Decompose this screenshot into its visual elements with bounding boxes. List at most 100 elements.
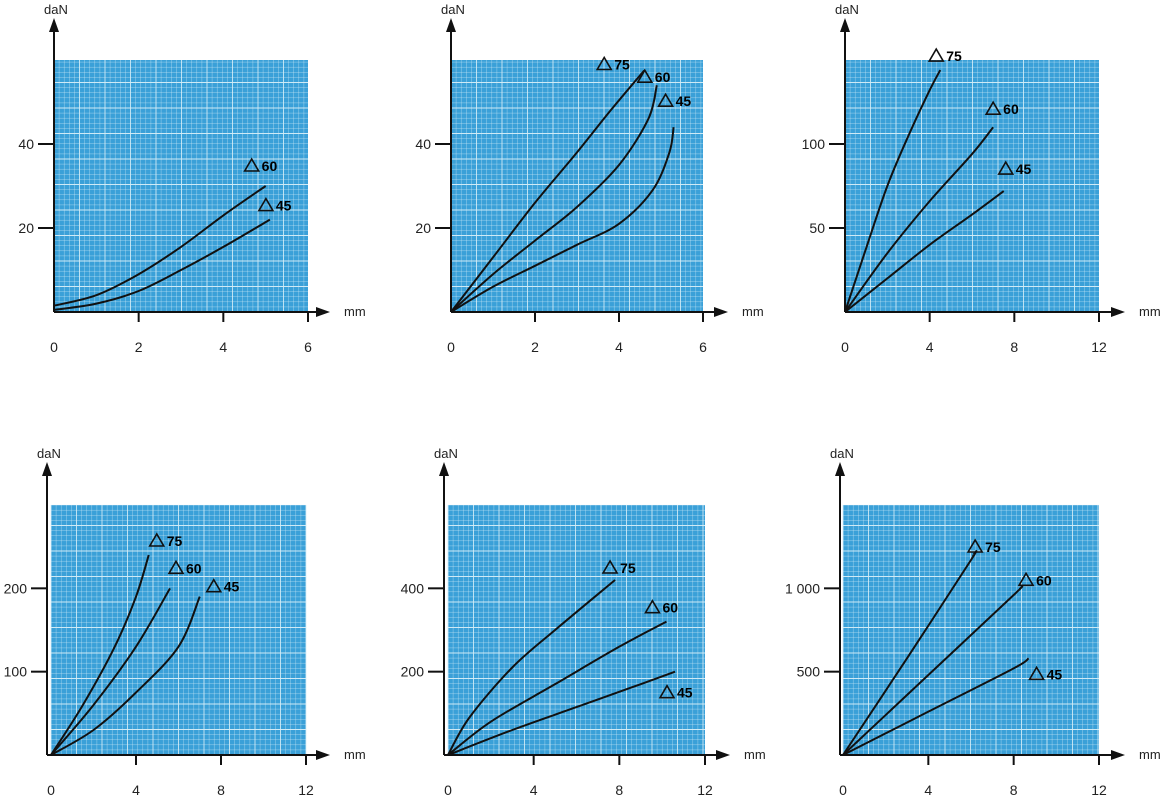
x-tick-label: 2 xyxy=(135,339,143,355)
x-axis-unit: mm xyxy=(744,747,766,762)
y-axis-unit: daN xyxy=(44,2,68,17)
series-label-60: 60 xyxy=(662,600,678,616)
series-curve-75 xyxy=(50,554,150,756)
plot-area xyxy=(843,505,1099,755)
y-tick-label: 200 xyxy=(4,580,28,596)
y-tick-label: 100 xyxy=(802,136,826,152)
y-axis-unit: daN xyxy=(434,446,458,461)
chart-6: daN mm 0 4 8 12 500 1 000 75 60 45 xyxy=(785,446,1161,798)
angle-triangle-icon xyxy=(1028,665,1045,681)
x-axis-unit: mm xyxy=(742,304,764,319)
series-label-45: 45 xyxy=(1016,161,1032,177)
angle-triangle-icon xyxy=(601,559,619,574)
series-curve-45 xyxy=(842,657,1030,756)
series-label-60: 60 xyxy=(1036,572,1052,588)
grid-lines xyxy=(844,60,1099,313)
series-curve-60 xyxy=(53,185,267,307)
series-curve-75 xyxy=(450,69,645,313)
x-tick-label: 0 xyxy=(444,782,452,798)
series-curve-60 xyxy=(447,620,667,756)
x-tick-label: 0 xyxy=(47,782,55,798)
x-tick-label: 12 xyxy=(1091,782,1107,798)
grid-lines xyxy=(53,60,308,313)
y-axis-arrow xyxy=(835,462,845,476)
x-axis-arrow xyxy=(316,307,330,317)
angle-triangle-icon xyxy=(243,157,261,172)
chart-2: daN mm 0 2 4 6 20 40 75 60 45 xyxy=(415,2,763,355)
series-label-75: 75 xyxy=(985,539,1001,555)
x-tick-label: 12 xyxy=(1091,339,1107,355)
grid-lines xyxy=(50,504,307,756)
x-tick-label: 6 xyxy=(699,339,707,355)
angle-triangle-icon xyxy=(997,160,1015,175)
y-tick-label: 1 000 xyxy=(785,580,820,596)
x-tick-label: 0 xyxy=(841,339,849,355)
plot-area xyxy=(448,505,705,755)
y-axis-arrow xyxy=(840,18,850,32)
angle-triangle-icon xyxy=(658,684,676,699)
grid-lines xyxy=(447,504,705,756)
x-axis-arrow xyxy=(714,307,728,317)
x-tick-label: 12 xyxy=(697,782,713,798)
x-axis-unit: mm xyxy=(344,304,366,319)
angle-triangle-icon xyxy=(657,92,674,107)
angle-triangle-icon xyxy=(966,538,984,553)
series-label-45: 45 xyxy=(677,685,693,701)
y-tick-label: 20 xyxy=(415,220,431,236)
series-curve-60 xyxy=(842,585,1024,756)
y-tick-label: 50 xyxy=(809,220,825,236)
x-tick-label: 12 xyxy=(298,782,314,798)
y-tick-label: 20 xyxy=(18,220,34,236)
series-curve-60 xyxy=(50,587,171,756)
angle-triangle-icon xyxy=(636,68,654,83)
x-tick-label: 8 xyxy=(615,782,623,798)
x-tick-label: 4 xyxy=(926,339,934,355)
y-tick-label: 100 xyxy=(4,664,28,680)
series-curve-45 xyxy=(844,190,1005,313)
grid-lines xyxy=(450,60,703,313)
y-axis-arrow xyxy=(49,18,59,32)
series-label-45: 45 xyxy=(224,579,240,595)
x-tick-label: 4 xyxy=(219,339,227,355)
x-axis-arrow xyxy=(1111,750,1125,760)
y-axis-unit: daN xyxy=(441,2,465,17)
chart-3: daN mm 0 4 8 12 50 100 75 60 45 xyxy=(802,2,1161,355)
angle-triangle-icon xyxy=(595,55,613,71)
series-label-45: 45 xyxy=(676,93,692,109)
x-axis-arrow xyxy=(316,750,330,760)
x-tick-label: 8 xyxy=(1010,782,1018,798)
angle-triangle-icon xyxy=(205,578,223,593)
x-axis-arrow xyxy=(1111,307,1125,317)
y-axis-unit: daN xyxy=(830,446,854,461)
series-label-45: 45 xyxy=(276,198,292,214)
x-tick-label: 6 xyxy=(304,339,312,355)
angle-triangle-icon xyxy=(167,559,185,575)
x-axis-arrow xyxy=(716,750,730,760)
y-axis-arrow xyxy=(439,462,449,476)
y-axis-arrow xyxy=(42,462,52,476)
angle-triangle-icon xyxy=(644,599,661,614)
x-tick-label: 4 xyxy=(132,782,140,798)
x-tick-label: 0 xyxy=(447,339,455,355)
x-axis-unit: mm xyxy=(1139,304,1161,319)
y-axis-unit: daN xyxy=(835,2,859,17)
series-curve-75 xyxy=(842,550,978,756)
x-tick-label: 4 xyxy=(615,339,623,355)
x-tick-label: 0 xyxy=(839,782,847,798)
series-label-60: 60 xyxy=(186,560,202,576)
series-label-45: 45 xyxy=(1047,666,1063,682)
y-tick-label: 400 xyxy=(401,580,425,596)
series-curve-45 xyxy=(450,127,675,313)
x-tick-label: 0 xyxy=(50,339,58,355)
x-tick-label: 4 xyxy=(924,782,932,798)
series-label-60: 60 xyxy=(262,158,278,174)
series-label-75: 75 xyxy=(620,560,636,576)
y-axis-arrow xyxy=(446,18,456,32)
series-curve-75 xyxy=(447,579,616,756)
angle-triangle-icon xyxy=(927,47,945,62)
series-label-60: 60 xyxy=(655,69,671,85)
y-tick-label: 200 xyxy=(401,664,425,680)
series-label-75: 75 xyxy=(946,48,962,64)
angle-triangle-icon xyxy=(984,100,1002,115)
